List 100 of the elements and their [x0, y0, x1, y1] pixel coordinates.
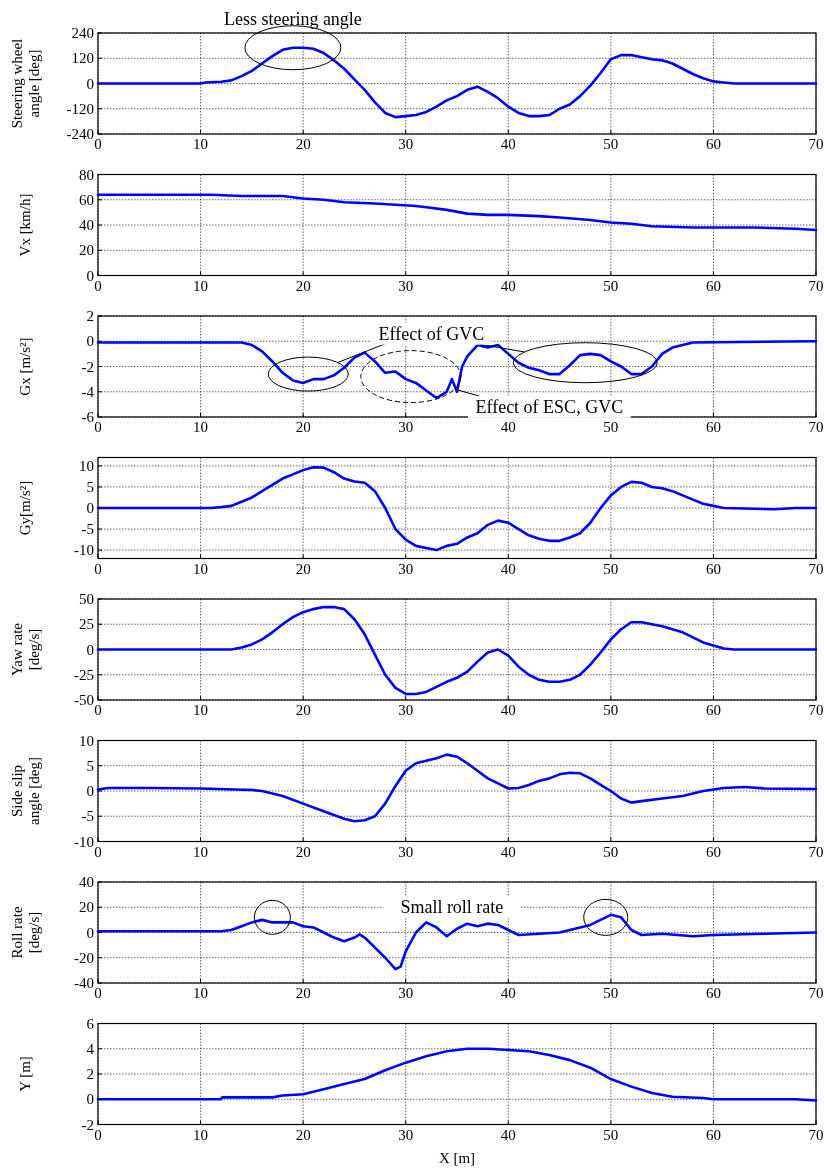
x-tick-label: 30 [398, 560, 414, 577]
x-tick-label: 50 [603, 560, 619, 577]
x-tick-label: 20 [295, 985, 311, 1001]
y-tick-label: -5 [81, 808, 94, 825]
x-tick-label: 50 [603, 277, 619, 294]
y-tick-label: 20 [79, 242, 94, 259]
x-tick-label: 20 [295, 560, 311, 577]
y-tick-label: -2 [81, 1116, 94, 1133]
x-tick-label: 10 [193, 419, 209, 435]
x-axis-title: X [m] [438, 1149, 476, 1166]
y-axis-title: Steering wheel angle [deg] [9, 38, 42, 129]
x-tick-label: 60 [705, 702, 721, 718]
annotation: Effect of ESC, GVC [475, 396, 624, 417]
x-tick-label: 30 [398, 136, 414, 152]
x-tick-label: 10 [193, 560, 209, 577]
x-tick-label: 30 [398, 702, 414, 718]
x-tick-label: 40 [500, 277, 516, 294]
x-tick-label: 20 [295, 277, 311, 294]
x-tick-label: 10 [193, 702, 209, 718]
x-tick-label: 40 [500, 702, 516, 718]
line-series [96, 1047, 818, 1102]
x-tick-label: 20 [295, 419, 311, 435]
x-tick-label: 40 [500, 1126, 516, 1143]
y-axis-title: Yaw rate [deg/s] [9, 622, 42, 677]
y-tick-label: -10 [74, 833, 94, 850]
y-tick-label: 0 [86, 1091, 94, 1108]
y-tick-label: -25 [74, 666, 94, 683]
y-tick-label: 120 [71, 50, 94, 67]
x-tick-label: 30 [398, 419, 414, 435]
x-tick-label: 30 [398, 985, 414, 1001]
x-tick-label: 60 [705, 419, 721, 435]
y-tick-label: 0 [86, 924, 94, 941]
y-tick-label: 5 [86, 757, 94, 774]
x-tick-label: 50 [603, 702, 619, 718]
y-tick-label: 0 [86, 75, 94, 92]
x-tick-label: 70 [808, 985, 824, 1001]
line-series [96, 465, 818, 552]
y-tick-label: 20 [79, 899, 94, 916]
y-tick-label: 10 [79, 457, 94, 474]
x-tick-label: 50 [603, 136, 619, 152]
line-series [96, 753, 818, 823]
x-tick-label: 70 [808, 843, 824, 860]
x-tick-label: 60 [705, 277, 721, 294]
x-tick-label: 40 [500, 560, 516, 577]
line-series [96, 193, 818, 232]
x-tick-label: 50 [603, 419, 619, 435]
x-tick-label: 70 [808, 560, 824, 577]
y-tick-label: 0 [86, 333, 94, 350]
y-tick-label: -40 [74, 975, 94, 991]
annotation: Effect of GVC [378, 323, 485, 344]
y-tick-label: -6 [81, 409, 95, 425]
x-tick-label: 20 [295, 1126, 311, 1143]
y-tick-label: 2 [86, 1066, 94, 1082]
y-tick-label: 40 [79, 217, 94, 233]
y-tick-label: -240 [66, 126, 94, 142]
x-tick-label: 40 [500, 419, 516, 435]
x-tick-label: 20 [295, 702, 311, 718]
y-axis-title: Gx [m/s²] [17, 337, 33, 396]
y-axis-title: Gy[m/s²] [17, 480, 33, 536]
x-tick-label: 30 [398, 843, 414, 860]
y-tick-label: -50 [74, 692, 94, 708]
y-tick-label: 5 [86, 478, 94, 495]
x-tick-label: 10 [193, 985, 209, 1001]
y-tick-label: 2 [86, 308, 94, 324]
y-tick-label: 60 [79, 191, 94, 208]
y-tick-label: 25 [79, 616, 94, 633]
x-tick-label: 50 [603, 985, 619, 1001]
y-tick-label: -120 [66, 100, 94, 117]
y-tick-label: 50 [79, 591, 94, 607]
x-tick-label: 40 [500, 136, 516, 152]
x-tick-label: 70 [808, 277, 824, 294]
x-tick-label: 50 [603, 1126, 619, 1143]
y-axis-title: Side slip angle [deg] [9, 757, 42, 825]
annotation: Small roll rate [400, 897, 504, 918]
x-tick-label: 60 [705, 1126, 721, 1143]
y-tick-label: -4 [81, 383, 95, 400]
x-tick-label: 10 [193, 843, 209, 860]
x-tick-label: 60 [705, 985, 721, 1001]
line-series [96, 913, 818, 971]
x-tick-label: 10 [193, 1126, 209, 1143]
y-tick-label: 6 [86, 1015, 95, 1032]
x-tick-label: 60 [705, 136, 721, 152]
y-tick-label: 80 [79, 166, 94, 183]
text: Less steering angle [223, 9, 362, 29]
x-tick-label: 60 [705, 560, 721, 577]
x-tick-label: 70 [808, 1126, 824, 1143]
x-tick-label: 40 [500, 985, 516, 1001]
x-tick-label: 20 [295, 136, 311, 152]
y-tick-label: -2 [81, 358, 94, 375]
y-tick-label: 10 [79, 732, 94, 749]
x-tick-label: 30 [398, 1126, 414, 1143]
y-tick-label: -10 [74, 542, 94, 559]
x-tick-label: 20 [295, 843, 311, 860]
y-axis-title: Vx [km/h] [17, 193, 33, 257]
y-tick-label: -5 [81, 521, 94, 538]
x-tick-label: 10 [193, 136, 209, 152]
y-axis-title: Roll rate [deg/s] [9, 906, 42, 959]
y-tick-label: 40 [79, 874, 94, 890]
x-tick-label: 70 [808, 702, 824, 718]
x-tick-label: 70 [808, 419, 824, 435]
